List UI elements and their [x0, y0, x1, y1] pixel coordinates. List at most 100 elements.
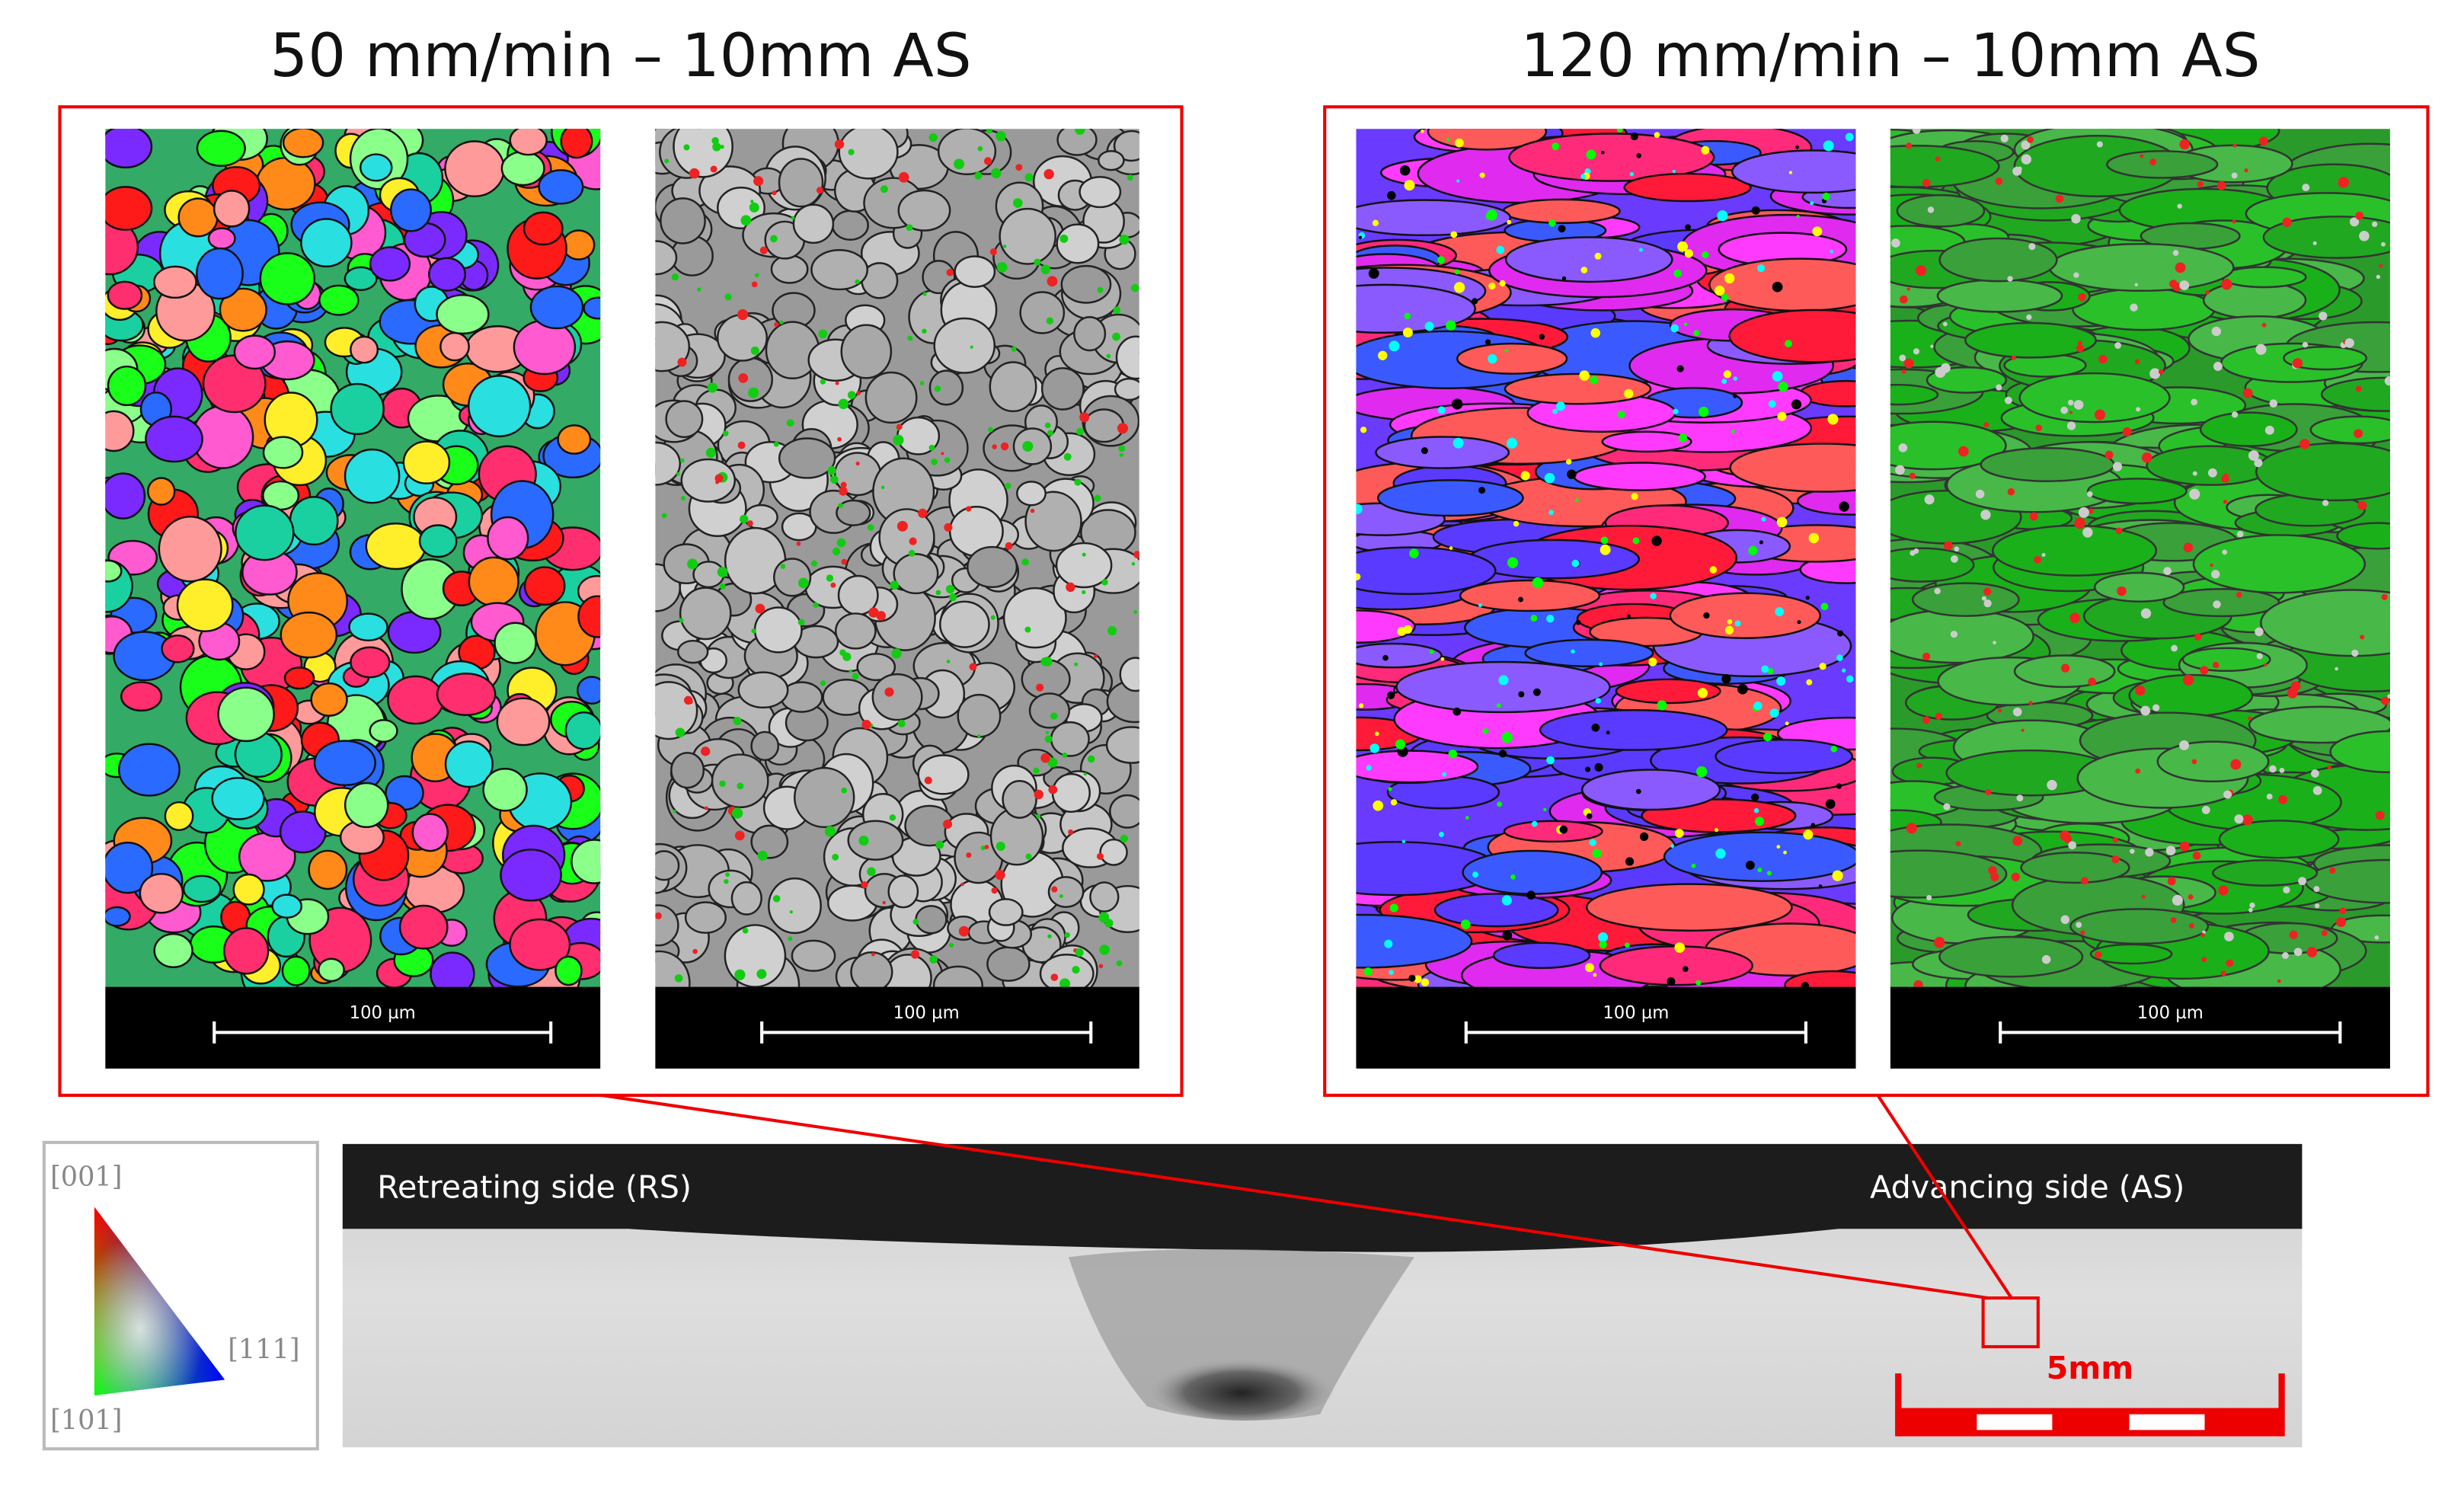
- grain: [2018, 372, 2171, 424]
- grain: [2087, 478, 2188, 505]
- grain: [655, 904, 679, 947]
- speckle: [791, 216, 795, 220]
- speckle: [1820, 603, 1829, 611]
- grain: [1376, 479, 1524, 517]
- speckle: [2175, 262, 2186, 273]
- grain: [1599, 945, 1753, 986]
- speckle: [1585, 963, 1594, 973]
- speckle: [1691, 863, 1696, 868]
- speckle: [1456, 179, 1460, 183]
- speckle: [1360, 427, 1367, 433]
- macro-scale-bar: 5mm: [1895, 1350, 2285, 1437]
- speckle: [1721, 674, 1731, 684]
- speckle: [1753, 702, 1763, 711]
- speckle: [1755, 817, 1765, 826]
- grain: [1099, 838, 1128, 866]
- speckle: [2372, 221, 2378, 228]
- speckle: [1819, 663, 1826, 670]
- speckle: [1701, 145, 1710, 155]
- grain: [444, 740, 494, 788]
- speckle: [1382, 654, 1389, 661]
- grain: [439, 331, 470, 362]
- speckle: [944, 523, 953, 532]
- speckle: [1465, 816, 1469, 820]
- speckle: [1589, 839, 1596, 846]
- speckle: [1499, 280, 1506, 287]
- speckle: [1958, 446, 1969, 457]
- speckle: [946, 268, 954, 277]
- speckle: [1548, 510, 1554, 516]
- speckle: [2007, 276, 2013, 282]
- speckle: [2374, 935, 2379, 940]
- grain: [730, 881, 762, 916]
- speckle: [2258, 136, 2268, 146]
- speckle: [1401, 839, 1406, 843]
- speckle: [1751, 793, 1759, 801]
- speckle: [837, 436, 842, 442]
- speckle: [2012, 836, 2023, 846]
- speckle: [1586, 149, 1596, 160]
- speckle: [996, 841, 1005, 852]
- grain: [684, 901, 727, 934]
- speckle: [2060, 915, 2070, 925]
- speckle: [896, 424, 903, 430]
- grain: [513, 319, 577, 376]
- speckle: [1759, 540, 1764, 545]
- speckle: [1927, 206, 1935, 213]
- speckle: [1501, 732, 1513, 743]
- speckle: [1062, 752, 1068, 758]
- speckle: [1910, 550, 1916, 556]
- grain: [680, 458, 736, 503]
- grain: [1663, 831, 1856, 882]
- speckle: [1373, 800, 1384, 811]
- speckle: [1502, 930, 1513, 941]
- grain: [2048, 242, 2235, 292]
- grain: [887, 874, 919, 909]
- speckle: [2069, 612, 2080, 624]
- speckle: [838, 503, 843, 508]
- grain: [1896, 193, 1986, 228]
- speckle: [1922, 716, 1931, 724]
- speckle: [830, 582, 836, 588]
- speckle: [2163, 567, 2172, 576]
- speckle: [1997, 708, 2002, 713]
- speckle: [1830, 746, 1838, 753]
- speckle: [855, 461, 860, 466]
- speckle: [1059, 978, 1071, 987]
- grain: [1980, 446, 2115, 482]
- speckle: [1580, 174, 1587, 180]
- speckle: [2191, 759, 2197, 765]
- speckle: [2061, 663, 2070, 673]
- grain: [444, 140, 505, 197]
- speckle: [2207, 468, 2217, 478]
- speckle: [1421, 447, 1428, 455]
- speckle: [1695, 980, 1702, 986]
- speckle: [944, 457, 951, 463]
- grain: [153, 265, 197, 299]
- speckle: [1673, 269, 1682, 278]
- speckle: [2073, 272, 2079, 278]
- speckle: [1810, 823, 1816, 828]
- speckle: [1975, 489, 1985, 499]
- speckle: [898, 171, 909, 183]
- grain: [1047, 876, 1085, 908]
- speckle: [1059, 893, 1063, 899]
- grain: [2329, 730, 2390, 774]
- speckle: [1075, 948, 1084, 957]
- grain: [120, 681, 163, 712]
- speckle: [1094, 494, 1101, 502]
- speckle: [1954, 546, 1960, 552]
- speckle: [2249, 902, 2255, 909]
- speckle: [1746, 861, 1755, 870]
- grain: [348, 612, 388, 642]
- speckle: [2248, 907, 2253, 913]
- speckle: [2080, 877, 2088, 885]
- grain: [871, 673, 923, 721]
- grain: [1356, 913, 1473, 969]
- speckle: [754, 273, 759, 278]
- speckle: [1048, 785, 1058, 794]
- grain: [1708, 257, 1856, 312]
- speckle: [1785, 721, 1789, 726]
- grain: [2304, 858, 2390, 904]
- speckle: [2192, 471, 2197, 476]
